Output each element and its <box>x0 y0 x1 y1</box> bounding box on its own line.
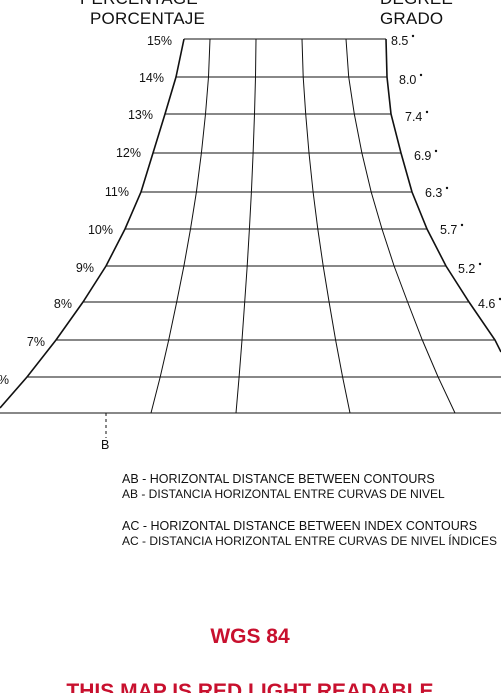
legend-ab-english: AB - HORIZONTAL DISTANCE BETWEEN CONTOUR… <box>122 472 435 486</box>
vertical-divider <box>235 38 257 414</box>
percentage-tick-label: 14% <box>139 71 164 85</box>
slope-tick-labels: 15% 14% 13% 12% 11% 10% 9% 8% 7% 6% 8.5 8.0 7.4 6.9 6.… <box>0 34 501 387</box>
degree-tick-label: 8.5 <box>391 34 408 48</box>
degree-mark-icon <box>445 186 449 190</box>
percentage-tick-label: 6% <box>0 373 9 387</box>
point-b-label: B <box>101 438 109 452</box>
slope-grid <box>0 38 501 414</box>
degree-mark-icon <box>460 223 464 227</box>
degree-mark-icon <box>419 73 423 77</box>
vertical-divider <box>301 38 351 414</box>
datum-label: WGS 84 <box>210 625 290 648</box>
degree-tick-label: 7.4 <box>405 110 422 124</box>
percentage-header-top: PERCENTAGE <box>80 0 198 8</box>
degree-mark-icon <box>498 297 501 301</box>
percentage-tick-label: 9% <box>76 261 94 275</box>
red-light-notice: THIS MAP IS RED LIGHT READABLE <box>66 680 433 693</box>
legend-ac-english: AC - HORIZONTAL DISTANCE BETWEEN INDEX C… <box>122 519 477 533</box>
vertical-divider <box>150 38 211 414</box>
degree-mark-icon <box>478 262 482 266</box>
legend-ab-spanish: AB - DISTANCIA HORIZONTAL ENTRE CURVAS D… <box>122 487 445 501</box>
percentage-tick-label: 13% <box>128 108 153 122</box>
percentage-tick-label: 15% <box>147 34 172 48</box>
degree-tick-label: 6.3 <box>425 186 442 200</box>
percentage-header: PORCENTAJE <box>90 9 205 28</box>
legend-ac-spanish: AC - DISTANCIA HORIZONTAL ENTRE CURVAS D… <box>122 533 497 548</box>
degree-tick-label: 6.9 <box>414 149 431 163</box>
degree-tick-label: 4.6 <box>478 297 495 311</box>
degree-mark-icon <box>434 149 438 153</box>
percentage-tick-label: 11% <box>105 185 129 199</box>
degree-header-top: DEGREE <box>380 0 453 8</box>
degree-curve <box>385 38 501 353</box>
percentage-tick-label: 12% <box>116 146 141 160</box>
degree-tick-label: 5.2 <box>458 262 475 276</box>
percentage-tick-label: 7% <box>27 335 45 349</box>
degree-mark-icon <box>425 110 429 114</box>
vertical-divider <box>345 38 456 414</box>
degree-tick-label: 8.0 <box>399 73 416 87</box>
degree-tick-label: 5.7 <box>440 223 457 237</box>
percentage-tick-label: 8% <box>54 297 72 311</box>
degree-header: GRADO <box>380 9 443 28</box>
percentage-tick-label: 10% <box>88 223 113 237</box>
degree-mark-icon <box>411 34 415 38</box>
